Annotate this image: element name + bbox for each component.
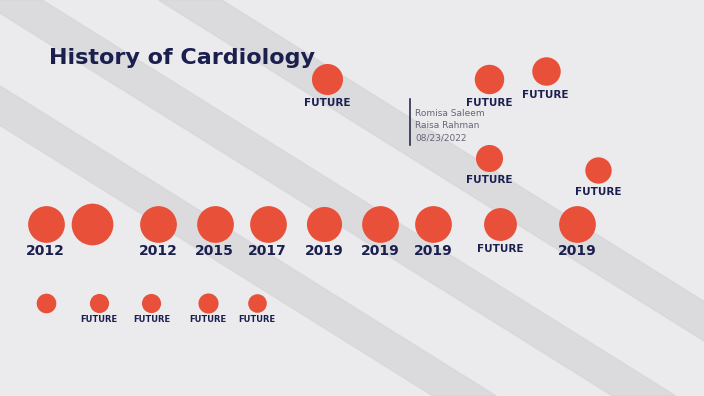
Point [318,221,329,227]
Point [146,300,157,306]
Text: Romisa Saleem
Raisa Rahman
08/23/2022: Romisa Saleem Raisa Rahman 08/23/2022 [415,109,485,143]
Point [153,221,164,227]
Point [484,76,495,82]
Text: FUTURE: FUTURE [80,315,117,324]
Point [93,300,104,306]
Point [572,221,583,227]
Text: 2019: 2019 [360,244,400,258]
Point [209,221,220,227]
Point [262,221,273,227]
Point [202,300,213,306]
Point [86,221,97,227]
Text: FUTURE: FUTURE [304,98,351,108]
Point [593,167,604,173]
Point [40,221,51,227]
Text: History of Cardiology: History of Cardiology [49,48,315,68]
Text: 2015: 2015 [195,244,234,258]
Text: FUTURE: FUTURE [575,187,622,197]
Polygon shape [158,0,704,396]
Text: 2012: 2012 [139,244,178,258]
Point [375,221,386,227]
Point [322,76,333,82]
Text: 2012: 2012 [26,244,65,258]
Text: FUTURE: FUTURE [466,175,513,185]
Point [427,221,439,227]
Text: 2019: 2019 [413,244,453,258]
Text: FUTURE: FUTURE [189,315,226,324]
Text: 2017: 2017 [248,244,287,258]
Text: FUTURE: FUTURE [477,244,523,254]
Point [540,68,551,74]
Text: FUTURE: FUTURE [522,90,569,100]
Point [484,155,495,162]
Point [494,221,505,227]
Point [40,300,51,306]
Point [251,300,263,306]
Text: 2019: 2019 [558,244,597,258]
Polygon shape [0,0,676,396]
Text: FUTURE: FUTURE [466,98,513,108]
Text: 2019: 2019 [304,244,344,258]
Polygon shape [0,0,496,396]
Text: FUTURE: FUTURE [239,315,275,324]
Text: FUTURE: FUTURE [133,315,170,324]
